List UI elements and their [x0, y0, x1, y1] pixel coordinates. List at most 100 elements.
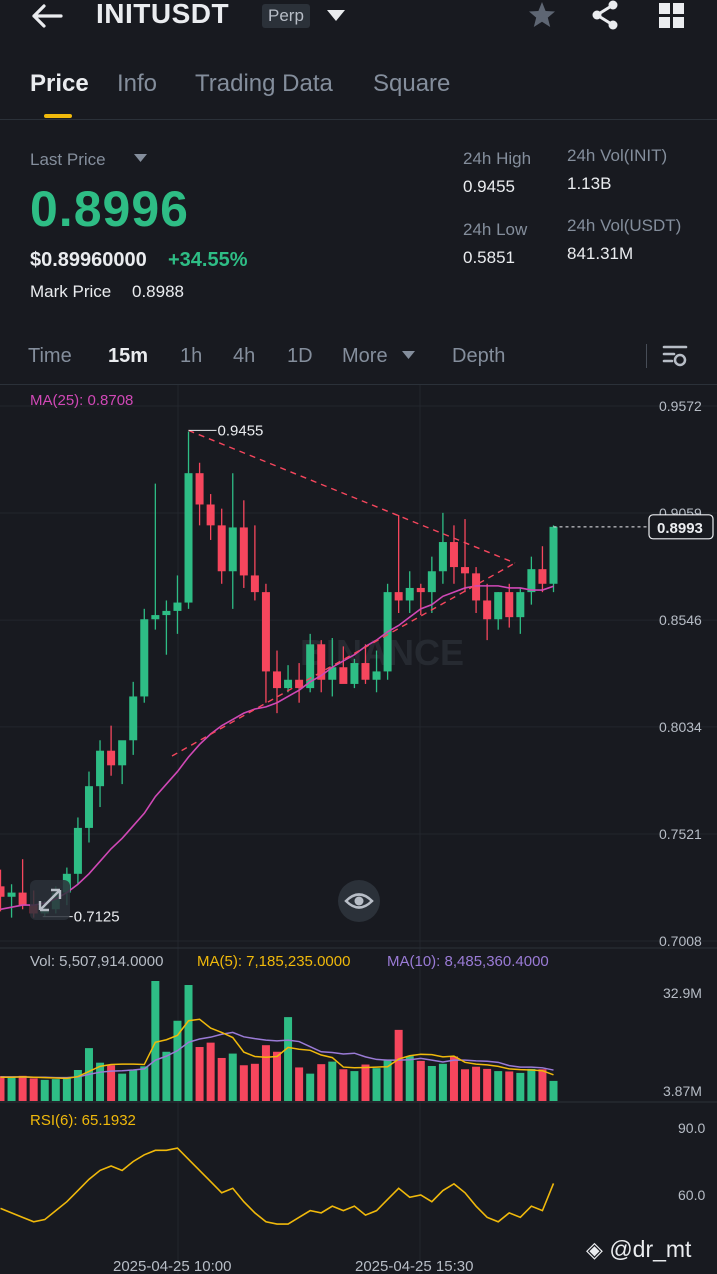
candle-body: [140, 619, 149, 697]
ma25-label: MA(25): 0.8708: [30, 392, 134, 409]
top-bar: INITUSDT Perp: [0, 0, 717, 60]
star-icon[interactable]: [527, 0, 557, 30]
volume-bar: [306, 1073, 315, 1101]
volume-label: Vol: 5,507,914.0000: [30, 953, 164, 970]
tab-square[interactable]: Square: [373, 70, 451, 97]
chart-watermark: BINANCE: [300, 632, 464, 673]
watermark-handle: ◈ @dr_mt: [586, 1236, 691, 1263]
expand-button[interactable]: [30, 880, 70, 920]
price-tick-label: 0.7008: [659, 933, 702, 949]
grid-icon[interactable]: [658, 2, 686, 30]
low-marker-label: 0.7125: [74, 909, 120, 926]
candle-body: [217, 525, 226, 572]
tab-trading-data[interactable]: Trading Data: [195, 70, 333, 97]
candle-body: [505, 592, 514, 618]
volume-bar: [195, 1047, 204, 1101]
volume-bar: [284, 1017, 293, 1101]
candle-body: [118, 740, 127, 766]
tf-depth[interactable]: Depth: [452, 345, 506, 367]
expand-icon: [38, 888, 62, 912]
candle-body: [394, 592, 403, 601]
back-arrow-icon[interactable]: [30, 4, 64, 28]
chart-settings-icon[interactable]: [662, 344, 688, 368]
volume-bar: [0, 1076, 5, 1101]
eye-button[interactable]: [338, 880, 380, 922]
share-icon[interactable]: [590, 0, 622, 30]
candle-body: [483, 600, 492, 620]
volume-bar: [239, 1065, 248, 1101]
symbol-title[interactable]: INITUSDT: [96, 0, 230, 29]
volume-tick-label: 32.9M: [663, 985, 702, 1001]
volume-bar: [51, 1079, 60, 1101]
more-caret-icon[interactable]: [402, 351, 415, 360]
candle-body: [361, 663, 370, 680]
volume-ma5-line: [0, 1018, 554, 1080]
watermark-handle-text: @dr_mt: [609, 1236, 692, 1262]
current-price-tag: 0.8993: [657, 520, 703, 537]
volume-bar: [538, 1069, 547, 1101]
candle-body: [306, 644, 315, 689]
vol-usdt-label: 24h Vol(USDT): [567, 216, 682, 235]
volume-bar: [129, 1070, 138, 1101]
candlestick-chart[interactable]: 0.95720.90590.85460.80340.75210.7008BINA…: [0, 385, 717, 1274]
tf-more[interactable]: More: [342, 345, 388, 367]
candle-body: [206, 504, 215, 526]
candle-body: [549, 526, 558, 584]
candle-body: [84, 786, 93, 828]
candle-body: [96, 750, 105, 787]
caret-down-icon[interactable]: [134, 154, 147, 163]
candle-body: [228, 527, 237, 572]
tf-1h[interactable]: 1h: [180, 345, 203, 367]
volume-bar: [328, 1061, 337, 1101]
rsi-tick-label: 60.0: [678, 1187, 705, 1203]
volume-bar: [62, 1078, 71, 1101]
candle-body: [162, 610, 171, 616]
chevron-down-icon[interactable]: [326, 8, 346, 22]
candle-body: [273, 671, 281, 689]
mark-price: 0.8988: [132, 282, 184, 301]
volume-bar: [107, 1065, 116, 1101]
low-value: 0.5851: [463, 248, 515, 267]
vol-usdt-value: 841.31M: [567, 244, 634, 263]
change-percent: +34.55%: [168, 249, 248, 271]
tf-1d[interactable]: 1D: [287, 345, 313, 367]
tab-info[interactable]: Info: [117, 70, 158, 97]
candle-body: [129, 696, 138, 741]
volume-bar: [405, 1056, 414, 1101]
candle-body: [427, 571, 436, 593]
volume-ma10-label: MA(10): 8,485,360.4000: [387, 953, 549, 970]
tf-time[interactable]: Time: [28, 345, 72, 367]
last-price-label[interactable]: Last Price: [30, 150, 106, 169]
time-axis-label: 2025-04-25 15:30: [355, 1258, 473, 1274]
high-marker-label: 0.9455: [218, 422, 264, 439]
candle-body: [350, 663, 359, 684]
chart-top-divider: [0, 384, 717, 385]
vol-init-value: 1.13B: [567, 174, 612, 193]
trendline-upper: [188, 429, 516, 564]
rsi-tick-label: 90.0: [678, 1120, 705, 1136]
candle-body: [73, 827, 82, 874]
volume-bar: [250, 1063, 259, 1101]
candle-body: [527, 569, 536, 593]
candle-body: [339, 667, 348, 684]
volume-bar: [18, 1075, 27, 1101]
candle-body: [195, 473, 204, 505]
candle-body: [250, 575, 259, 593]
volume-bar: [96, 1062, 105, 1101]
volume-bar: [261, 1045, 270, 1101]
price-tick-label: 0.9572: [659, 398, 702, 414]
volume-bar: [162, 1051, 171, 1101]
volume-bar: [505, 1071, 514, 1101]
candle-body: [405, 587, 414, 601]
candle-body: [18, 892, 27, 906]
tf-15m[interactable]: 15m: [108, 345, 149, 367]
volume-bar: [173, 1020, 182, 1101]
volume-bar: [206, 1042, 215, 1101]
candle-body: [516, 592, 525, 618]
candle-body: [472, 573, 481, 601]
tab-price[interactable]: Price: [30, 70, 89, 97]
tf-4h[interactable]: 4h: [233, 345, 256, 367]
volume-bar: [449, 1056, 458, 1101]
volume-bar: [29, 1078, 38, 1101]
candle-body: [239, 527, 248, 576]
